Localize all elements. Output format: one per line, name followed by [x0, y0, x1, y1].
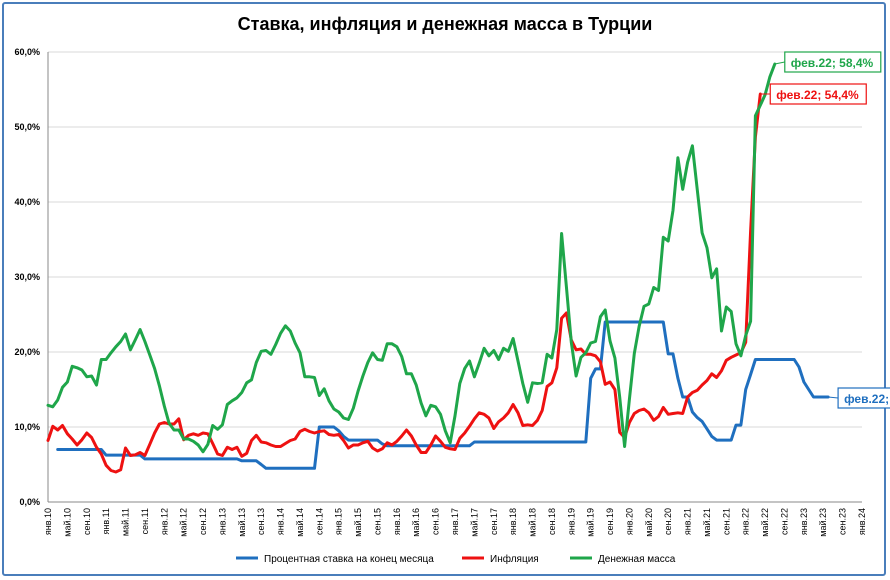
x-tick-label: сен.20	[663, 508, 673, 535]
series-line-2	[46, 62, 777, 454]
x-tick-label: май.17	[469, 508, 479, 537]
x-tick-label: янв.21	[683, 508, 693, 535]
chart-title: Ставка, инфляция и денежная масса в Турц…	[237, 14, 653, 34]
x-tick-label: янв.11	[101, 508, 111, 534]
x-tick-label: май.15	[353, 508, 363, 537]
x-tick-label: сен.15	[372, 508, 382, 535]
x-tick-label: янв.15	[334, 508, 344, 535]
x-tick-label: май.16	[411, 508, 421, 537]
x-tick-label: янв.14	[276, 508, 286, 535]
x-tick-label: май.19	[586, 508, 596, 537]
x-tick-label: янв.16	[392, 508, 402, 535]
callout-label: фев.22; 14,0%	[844, 392, 890, 406]
callout-leader	[774, 61, 785, 65]
x-tick-label: сен.14	[314, 508, 324, 535]
x-tick-label: май.23	[818, 508, 828, 537]
y-tick-label: 0,0%	[19, 497, 40, 507]
x-tick-label: янв.23	[799, 508, 809, 535]
callout-label: фев.22; 58,4%	[791, 56, 874, 70]
x-tick-label: май.18	[528, 508, 538, 537]
x-tick-label: янв.20	[624, 508, 634, 535]
x-tick-label: май.11	[121, 508, 131, 536]
legend-label: Процентная ставка на конец месяца	[264, 554, 434, 565]
legend-label: Денежная масса	[598, 554, 676, 565]
x-tick-label: сен.10	[82, 508, 92, 535]
x-tick-label: сен.19	[605, 508, 615, 535]
x-tick-label: май.12	[179, 508, 189, 537]
x-tick-label: сен.17	[489, 508, 499, 535]
x-tick-label: янв.19	[566, 508, 576, 535]
x-tick-label: май.10	[62, 508, 72, 537]
y-tick-label: 10,0%	[14, 422, 40, 432]
callout-label: фев.22; 54,4%	[776, 88, 859, 102]
x-tick-label: янв.13	[217, 508, 227, 535]
series-line-1	[46, 92, 762, 474]
x-tick-label: май.21	[702, 508, 712, 537]
x-tick-label: сен.21	[721, 508, 731, 535]
y-tick-label: 30,0%	[14, 272, 40, 282]
x-tick-label: сен.18	[547, 508, 557, 535]
x-tick-label: май.20	[644, 508, 654, 537]
x-tick-label: сен.22	[779, 508, 789, 535]
x-tick-label: янв.22	[741, 508, 751, 535]
x-tick-label: сен.12	[198, 508, 208, 535]
legend-label: Инфляция	[490, 553, 539, 565]
x-tick-label: янв.24	[857, 508, 867, 535]
y-tick-label: 40,0%	[14, 197, 40, 207]
x-tick-label: сен.11	[140, 508, 150, 534]
callout-leader	[828, 396, 839, 399]
y-tick-label: 20,0%	[14, 347, 40, 357]
x-tick-label: май.14	[295, 508, 305, 537]
y-tick-label: 60,0%	[14, 47, 40, 57]
x-tick-label: янв.10	[43, 508, 53, 535]
x-tick-label: май.13	[237, 508, 247, 537]
x-tick-label: янв.17	[450, 508, 460, 535]
x-tick-label: сен.16	[431, 508, 441, 535]
x-tick-label: май.22	[760, 508, 770, 537]
x-tick-label: сен.13	[256, 508, 266, 535]
y-tick-label: 50,0%	[14, 122, 40, 132]
x-tick-label: янв.12	[159, 508, 169, 535]
x-tick-label: янв.18	[508, 508, 518, 535]
x-tick-label: сен.23	[838, 508, 848, 535]
